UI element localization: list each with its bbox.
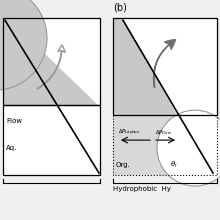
Polygon shape (113, 115, 217, 175)
Text: Org.: Org. (116, 162, 131, 168)
Text: $\Delta P_{Flow}$: $\Delta P_{Flow}$ (155, 128, 172, 137)
Polygon shape (3, 18, 98, 105)
Polygon shape (113, 18, 177, 115)
Polygon shape (3, 18, 100, 105)
Polygon shape (113, 18, 217, 115)
Text: Hydrophobic  Hy: Hydrophobic Hy (113, 186, 171, 192)
Circle shape (157, 110, 220, 186)
Polygon shape (8, 18, 100, 105)
Polygon shape (3, 105, 100, 175)
Polygon shape (57, 105, 100, 175)
Text: $\theta_i$: $\theta_i$ (170, 160, 178, 170)
Polygon shape (123, 18, 217, 115)
FancyArrowPatch shape (37, 45, 65, 89)
Text: $\Delta P_{Laplace}$: $\Delta P_{Laplace}$ (118, 128, 141, 138)
Circle shape (0, 0, 47, 90)
Text: Aq.: Aq. (6, 145, 17, 151)
Polygon shape (177, 115, 217, 175)
Text: (b): (b) (113, 2, 127, 12)
FancyArrowPatch shape (154, 40, 176, 88)
Text: Flow: Flow (6, 118, 22, 124)
